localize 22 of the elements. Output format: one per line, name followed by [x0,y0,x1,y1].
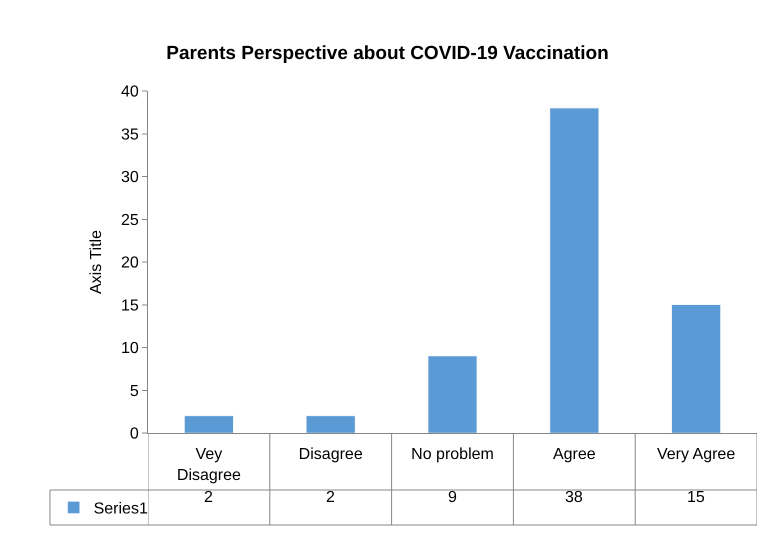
y-tick-label: 20 [121,254,139,272]
data-label: 9 [448,489,457,506]
y-tick-label: 40 [121,84,139,101]
x-tick-label: Vey Disagree [176,446,242,484]
y-tick-label: 15 [121,297,139,314]
y-axis-title: Axis Title [88,230,105,294]
data-label: 2 [204,489,213,506]
y-tick-label: 10 [121,340,139,358]
y-tick-label: 0 [130,426,139,443]
x-tick-label: No problem [411,446,494,464]
data-label: 38 [565,489,583,506]
data-label: 15 [687,489,705,506]
chart-title: Parents Perspective about COVID-19 Vaccination [166,42,609,64]
legend-label: Series1 [94,500,148,518]
x-tick-label: Agree [552,446,596,464]
y-tick-label: 5 [130,382,139,400]
y-tick-label: 25 [121,212,139,229]
x-tick-label: Very Agree [656,446,736,464]
data-label: 2 [326,489,335,506]
y-tick-label: 35 [121,126,139,144]
y-tick-label: 30 [121,169,139,186]
x-tick-label: Disagree [298,446,363,464]
